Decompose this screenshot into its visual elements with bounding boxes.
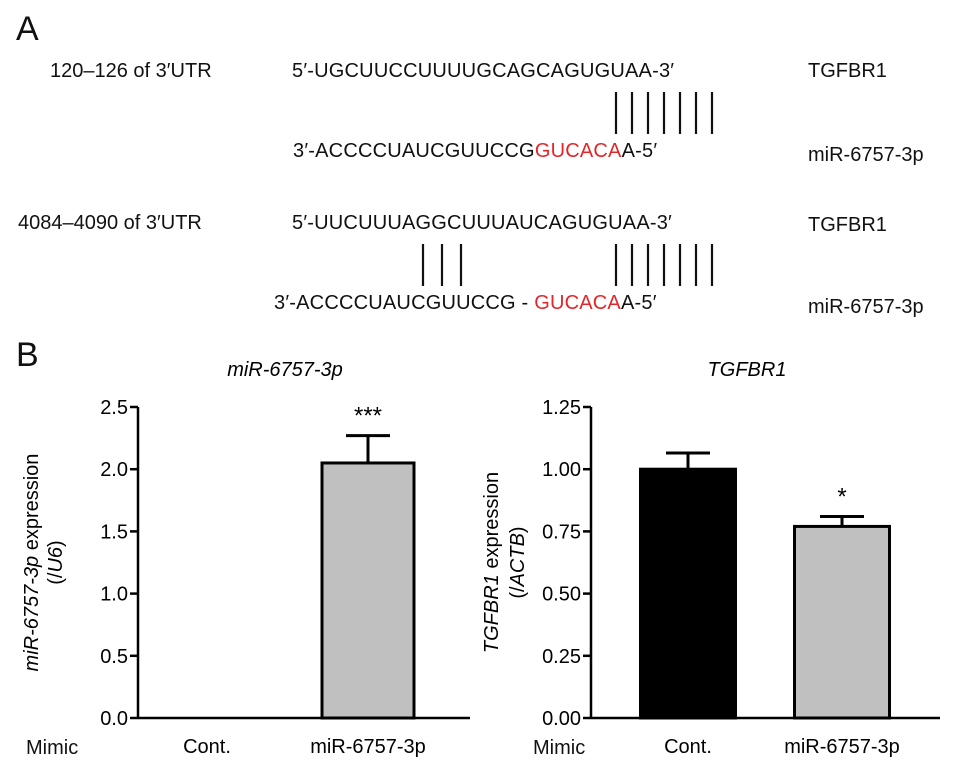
site-1-mirna-prefix: 3′-ACCCCUAUCGUUCCG [293, 140, 535, 162]
y-tick-label: 1.25 [542, 397, 581, 419]
site-1-seed-region: GUCACA [534, 140, 622, 162]
y-tick-label: 0.25 [542, 646, 581, 668]
panel-b-letter: B [16, 336, 39, 374]
bar-Cont. [639, 467, 737, 720]
site-1-mirna-name: miR-6757-3p [808, 144, 924, 166]
bar-miR-6757-3p [320, 461, 416, 720]
y-tick-label: 1.5 [100, 521, 128, 543]
category-label: Cont. [183, 736, 231, 758]
site-1-mirna-suffix: A-5′ [621, 140, 658, 162]
category-label: miR-6757-3p [310, 736, 426, 758]
site-2-mirna-name: miR-6757-3p [808, 296, 924, 318]
left-chart-mimic-label: Mimic [26, 737, 79, 759]
right-chart-mimic-label: Mimic [533, 737, 586, 759]
category-label: Cont. [664, 736, 712, 758]
left-bar-chart: miR-6757-3p miR-6757-3p expression(/U6) Co… [21, 359, 470, 758]
site-2-target-sequence: 5′-UUCUUUAGGCUUUAUCAGUGUAA-3′ [292, 212, 672, 234]
category-label: miR-6757-3p [784, 736, 900, 758]
y-tick-label: 0.0 [100, 708, 128, 730]
site-1-target-name: TGFBR1 [808, 60, 887, 82]
y-axis-label: TGFBR1 expression [481, 472, 503, 653]
chart-title: TGFBR1 [708, 359, 787, 381]
y-tick-label: 1.00 [542, 459, 581, 481]
site-2-mirna-prefix: 3′-ACCCCUAUCGUUCCG - [274, 292, 535, 314]
y-tick-label: 0.5 [100, 646, 128, 668]
y-tick-label: 0.75 [542, 521, 581, 543]
base-pairing-lines [421, 92, 714, 286]
site-2-position-label: 4084–4090 of 3′UTR [18, 212, 202, 234]
y-tick-label: 2.0 [100, 459, 128, 481]
significance-marker: *** [354, 403, 382, 430]
significance-marker: * [837, 483, 846, 510]
y-tick-label: 0.00 [542, 708, 581, 730]
y-tick-label: 0.50 [542, 584, 581, 606]
bar-miR-6757-3p [793, 524, 891, 720]
site-2-mirna-sequence: 3′-ACCCCUAUCGUUCCG - GUCACAA-5′ [274, 292, 657, 315]
panel-a-letter: A [16, 10, 39, 48]
right-bar-chart: TGFBR1 TGFBR1 expression(/ACTB) Cont. * miR-… [481, 359, 940, 758]
site-2-seed-region: GUCACA [534, 292, 621, 314]
y-axis-label-unit: (/ACTB) [507, 526, 529, 598]
y-tick-label: 1.0 [100, 584, 128, 606]
site-1-target-sequence: 5′-UGCUUCCUUUUGCAGCAGUGUAA-3′ [292, 60, 675, 82]
site-2-mirna-suffix: A-5′ [620, 292, 657, 314]
y-axis-label-unit: (/U6) [45, 540, 67, 584]
y-axis-label: miR-6757-3p expression [21, 454, 43, 672]
site-2-target-name: TGFBR1 [808, 214, 887, 236]
site-1-mirna-sequence: 3′-ACCCCUAUCGUUCCGGUCACAA-5′ [293, 140, 657, 163]
y-tick-label: 2.5 [100, 397, 128, 419]
chart-title: miR-6757-3p [227, 359, 343, 381]
site-1-position-label: 120–126 of 3′UTR [50, 60, 212, 82]
